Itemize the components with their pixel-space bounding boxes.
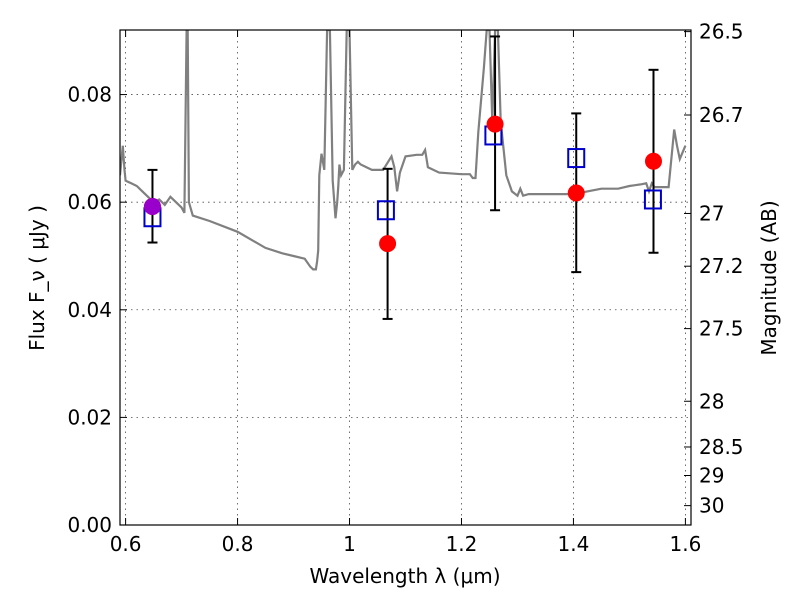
right-tick-label: 26.5 — [699, 20, 744, 44]
right-tick-label: 28.5 — [699, 435, 744, 459]
red-circle-marker — [379, 235, 397, 253]
y-tick-label: 0.08 — [67, 83, 112, 107]
x-tick-label: 1.4 — [558, 532, 590, 556]
y-axis-label: Flux F_ν ( μJy ) — [25, 205, 49, 351]
y-tick-label: 0.02 — [67, 405, 112, 429]
right-tick-label: 30 — [699, 494, 724, 518]
y-tick-label: 0.06 — [67, 190, 112, 214]
plot-frame — [119, 29, 692, 526]
red-circle-marker — [644, 152, 662, 170]
right-axis-label: Magnitude (AB) — [757, 200, 781, 355]
red-circle-marker — [567, 184, 585, 202]
open-square-marker — [567, 148, 586, 169]
purple-circle-marker — [143, 197, 161, 215]
right-tick-label: 27.5 — [699, 317, 744, 341]
right-tick-label: 27 — [699, 201, 724, 225]
open-square-marker — [376, 200, 395, 221]
x-tick-label: 0.8 — [222, 532, 254, 556]
right-tick-label: 27.2 — [699, 254, 744, 278]
x-axis-label: Wavelength λ (μm) — [309, 564, 500, 588]
model-spectrum-line — [120, 30, 687, 271]
grid-layer — [120, 30, 691, 526]
right-tick-label: 26.7 — [699, 103, 744, 127]
x-tick-label: 1 — [343, 532, 356, 556]
x-tick-label: 1.2 — [446, 532, 478, 556]
marker-layer — [143, 115, 662, 253]
right-tick-label: 28 — [699, 389, 724, 413]
x-tick-label: 1.6 — [669, 532, 701, 556]
red-circle-marker — [486, 115, 504, 133]
y-tick-label: 0.00 — [67, 513, 112, 537]
x-tick-label: 0.6 — [110, 532, 142, 556]
y-tick-label: 0.04 — [67, 298, 112, 322]
open-square-marker — [643, 189, 662, 210]
tick-layer: 0.6 0.8 1 1.2 1.4 1.6 0.00 0.02 0.04 0.06 0.08 26.5… — [67, 20, 743, 556]
right-tick-label: 29 — [699, 464, 724, 488]
errorbar-layer — [147, 35, 659, 320]
spectrum-layer — [120, 30, 687, 271]
